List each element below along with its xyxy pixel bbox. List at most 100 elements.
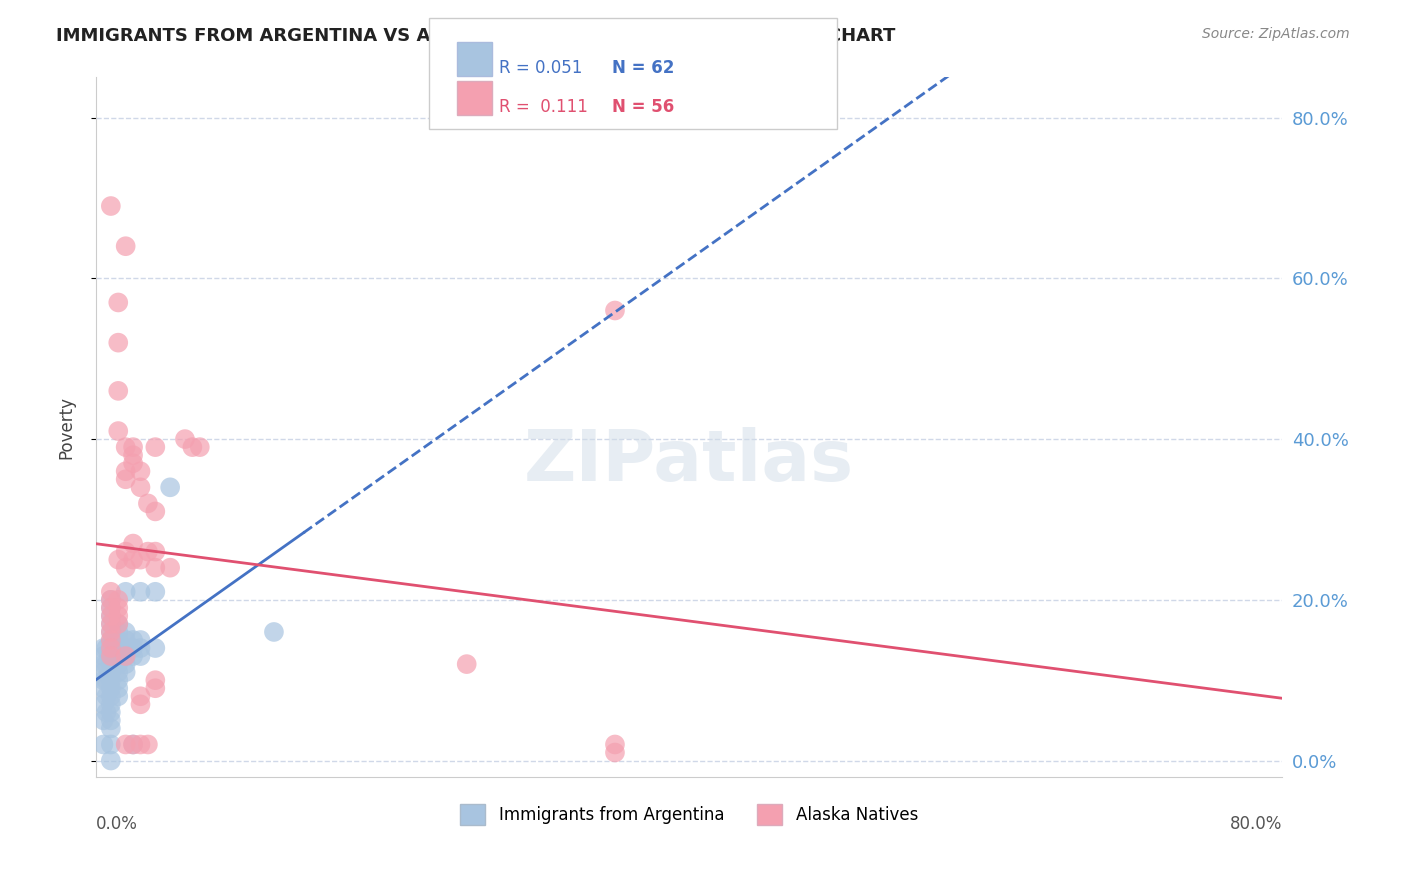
Point	[96, 690, 118, 704]
Point	[107, 335, 129, 350]
Point	[129, 698, 152, 712]
Point	[100, 608, 122, 623]
Point	[100, 649, 122, 664]
Point	[93, 665, 115, 680]
Point	[114, 239, 136, 253]
Point	[93, 681, 115, 696]
Point	[122, 456, 145, 470]
Point	[114, 649, 136, 664]
Point	[107, 608, 129, 623]
Point	[107, 624, 129, 639]
Point	[100, 681, 122, 696]
Point	[114, 544, 136, 558]
Point	[107, 616, 129, 631]
Point	[114, 657, 136, 672]
Point	[96, 706, 118, 720]
Point	[129, 641, 152, 656]
Point	[136, 738, 159, 752]
Point	[107, 424, 129, 438]
Point	[100, 722, 122, 736]
Text: R = 0.051: R = 0.051	[499, 59, 582, 77]
Text: R =  0.111: R = 0.111	[499, 98, 588, 116]
Point	[100, 714, 122, 728]
Point	[143, 681, 166, 696]
Point	[100, 641, 122, 656]
Point	[93, 698, 115, 712]
Point	[129, 464, 152, 478]
Point	[114, 632, 136, 647]
Point	[100, 690, 122, 704]
Point	[107, 552, 129, 566]
Point	[107, 665, 129, 680]
Point	[100, 592, 122, 607]
Point	[174, 432, 197, 446]
Point	[603, 738, 626, 752]
Point	[100, 754, 122, 768]
Point	[114, 464, 136, 478]
Point	[159, 560, 181, 574]
Y-axis label: Poverty: Poverty	[58, 395, 75, 458]
Point	[107, 616, 129, 631]
Point	[143, 544, 166, 558]
Point	[122, 552, 145, 566]
Point	[188, 440, 211, 454]
Point	[93, 738, 115, 752]
Point	[96, 673, 118, 688]
Point	[100, 665, 122, 680]
Point	[100, 616, 122, 631]
Point	[100, 649, 122, 664]
Point	[96, 657, 118, 672]
Point	[93, 641, 115, 656]
Text: ZIPatlas: ZIPatlas	[524, 427, 855, 497]
Point	[122, 641, 145, 656]
Point	[456, 657, 478, 672]
Point	[100, 632, 122, 647]
Legend: Immigrants from Argentina, Alaska Natives: Immigrants from Argentina, Alaska Native…	[454, 797, 925, 831]
Point	[122, 738, 145, 752]
Point	[143, 641, 166, 656]
Point	[263, 624, 285, 639]
Point	[93, 649, 115, 664]
Point	[100, 616, 122, 631]
Point	[136, 544, 159, 558]
Point	[100, 738, 122, 752]
Point	[107, 657, 129, 672]
Point	[100, 624, 122, 639]
Point	[129, 690, 152, 704]
Point	[129, 649, 152, 664]
Text: IMMIGRANTS FROM ARGENTINA VS ALASKA NATIVE POVERTY CORRELATION CHART: IMMIGRANTS FROM ARGENTINA VS ALASKA NATI…	[56, 27, 896, 45]
Point	[181, 440, 204, 454]
Text: 0.0%: 0.0%	[96, 815, 138, 833]
Point	[143, 560, 166, 574]
Point	[114, 665, 136, 680]
Point	[93, 673, 115, 688]
Text: N = 56: N = 56	[612, 98, 673, 116]
Point	[122, 738, 145, 752]
Point	[129, 738, 152, 752]
Point	[129, 584, 152, 599]
Point	[129, 632, 152, 647]
Point	[114, 584, 136, 599]
Point	[107, 295, 129, 310]
Point	[100, 592, 122, 607]
Text: Source: ZipAtlas.com: Source: ZipAtlas.com	[1202, 27, 1350, 41]
Point	[143, 440, 166, 454]
Point	[107, 641, 129, 656]
Point	[107, 632, 129, 647]
Point	[114, 738, 136, 752]
Point	[603, 303, 626, 318]
Point	[122, 440, 145, 454]
Point	[129, 480, 152, 494]
Point	[96, 641, 118, 656]
Point	[100, 632, 122, 647]
Point	[100, 584, 122, 599]
Point	[100, 608, 122, 623]
Point	[107, 649, 129, 664]
Point	[114, 440, 136, 454]
Point	[122, 632, 145, 647]
Point	[107, 592, 129, 607]
Point	[100, 199, 122, 213]
Point	[159, 480, 181, 494]
Point	[100, 600, 122, 615]
Point	[100, 706, 122, 720]
